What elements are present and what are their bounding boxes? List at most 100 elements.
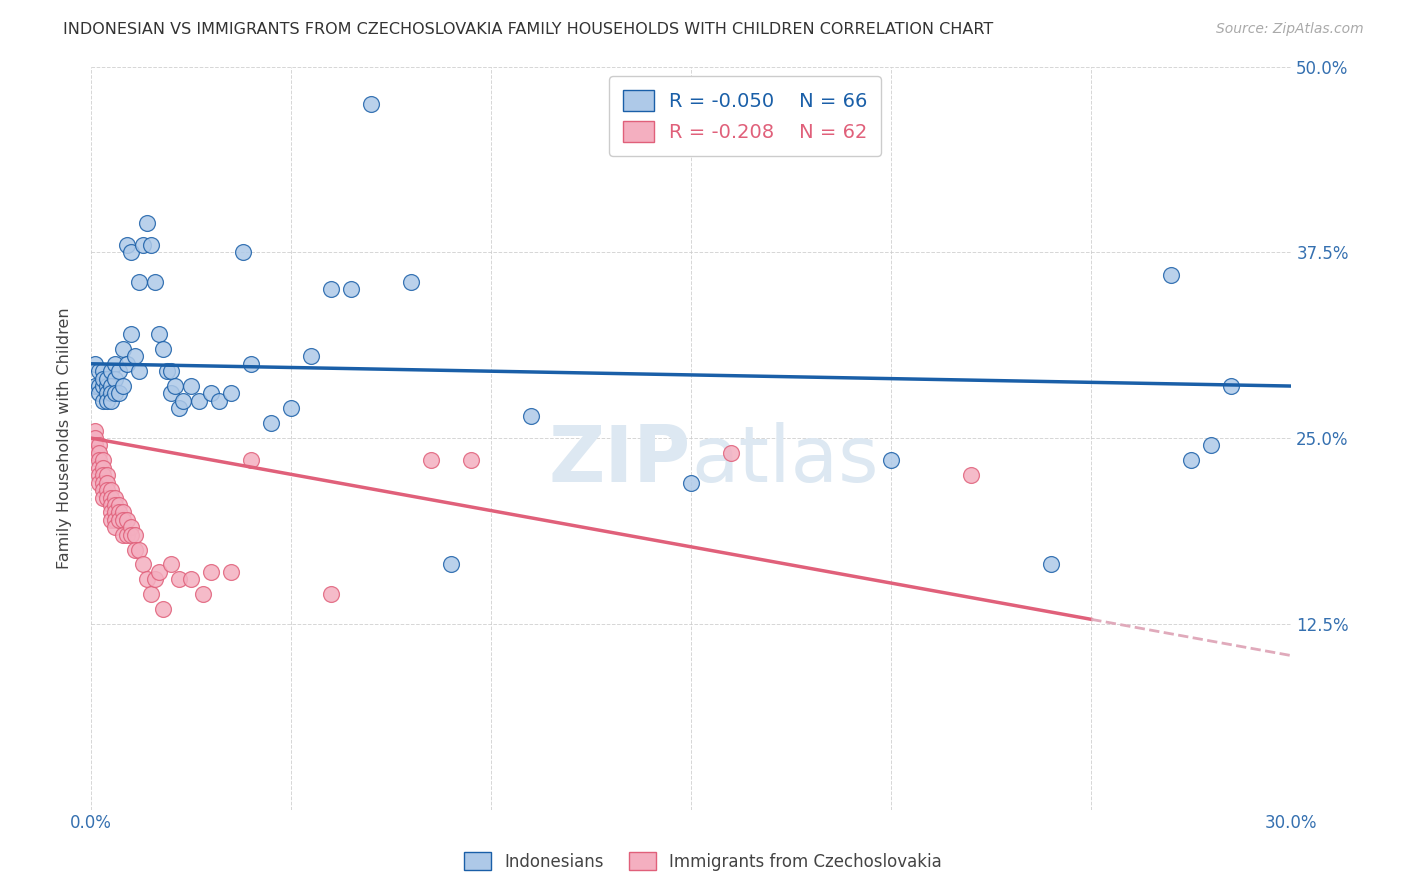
Point — [260, 416, 283, 430]
Y-axis label: Family Households with Children: Family Households with Children — [58, 307, 72, 569]
Point — [180, 572, 202, 586]
Point — [960, 468, 983, 483]
Point — [87, 460, 110, 475]
Point — [124, 527, 146, 541]
Point — [96, 371, 118, 385]
Point — [111, 527, 134, 541]
Point — [219, 386, 242, 401]
Point — [104, 498, 127, 512]
Point — [87, 446, 110, 460]
Point — [440, 558, 463, 572]
Point — [124, 349, 146, 363]
Point — [100, 393, 122, 408]
Point — [87, 468, 110, 483]
Text: ZIP: ZIP — [548, 422, 692, 499]
Point — [91, 468, 114, 483]
Point — [104, 505, 127, 519]
Point — [160, 558, 183, 572]
Point — [84, 438, 107, 452]
Point — [104, 386, 127, 401]
Point — [360, 96, 382, 111]
Point — [200, 386, 222, 401]
Point — [120, 327, 142, 342]
Point — [91, 491, 114, 505]
Point — [232, 245, 254, 260]
Point — [96, 491, 118, 505]
Point — [84, 438, 107, 452]
Point — [100, 498, 122, 512]
Point — [143, 572, 166, 586]
Point — [399, 275, 422, 289]
Point — [460, 453, 482, 467]
Point — [167, 572, 190, 586]
Point — [91, 453, 114, 467]
Point — [160, 386, 183, 401]
Legend: R = -0.050    N = 66, R = -0.208    N = 62: R = -0.050 N = 66, R = -0.208 N = 62 — [609, 77, 882, 156]
Point — [167, 401, 190, 416]
Point — [96, 386, 118, 401]
Point — [128, 542, 150, 557]
Point — [120, 520, 142, 534]
Legend: Indonesians, Immigrants from Czechoslovakia: Indonesians, Immigrants from Czechoslova… — [456, 844, 950, 880]
Point — [115, 513, 138, 527]
Point — [84, 357, 107, 371]
Point — [100, 483, 122, 497]
Point — [91, 483, 114, 497]
Point — [152, 602, 174, 616]
Point — [120, 527, 142, 541]
Point — [136, 216, 159, 230]
Point — [111, 505, 134, 519]
Point — [219, 565, 242, 579]
Text: INDONESIAN VS IMMIGRANTS FROM CZECHOSLOVAKIA FAMILY HOUSEHOLDS WITH CHILDREN COR: INDONESIAN VS IMMIGRANTS FROM CZECHOSLOV… — [63, 22, 994, 37]
Point — [104, 357, 127, 371]
Point — [87, 438, 110, 452]
Point — [111, 342, 134, 356]
Point — [87, 386, 110, 401]
Point — [104, 491, 127, 505]
Point — [1220, 379, 1243, 393]
Point — [200, 565, 222, 579]
Text: Source: ZipAtlas.com: Source: ZipAtlas.com — [1216, 22, 1364, 37]
Point — [1201, 438, 1223, 452]
Point — [152, 342, 174, 356]
Point — [96, 475, 118, 490]
Point — [87, 453, 110, 467]
Point — [87, 475, 110, 490]
Point — [108, 513, 131, 527]
Point — [100, 379, 122, 393]
Point — [108, 364, 131, 378]
Point — [87, 379, 110, 393]
Point — [163, 379, 186, 393]
Point — [96, 379, 118, 393]
Point — [115, 357, 138, 371]
Text: atlas: atlas — [692, 422, 879, 499]
Point — [1180, 453, 1202, 467]
Point — [84, 379, 107, 393]
Point — [420, 453, 443, 467]
Point — [100, 364, 122, 378]
Point — [160, 364, 183, 378]
Point — [96, 468, 118, 483]
Point — [188, 393, 211, 408]
Point — [681, 475, 703, 490]
Point — [91, 393, 114, 408]
Point — [108, 386, 131, 401]
Point — [1040, 558, 1063, 572]
Point — [720, 446, 742, 460]
Point — [84, 431, 107, 445]
Point — [139, 238, 162, 252]
Point — [91, 460, 114, 475]
Point — [91, 364, 114, 378]
Point — [100, 513, 122, 527]
Point — [115, 238, 138, 252]
Point — [240, 357, 263, 371]
Point — [100, 505, 122, 519]
Point — [340, 283, 363, 297]
Point — [319, 587, 342, 601]
Point — [880, 453, 903, 467]
Point — [111, 513, 134, 527]
Point — [299, 349, 322, 363]
Point — [91, 379, 114, 393]
Point — [240, 453, 263, 467]
Point — [104, 513, 127, 527]
